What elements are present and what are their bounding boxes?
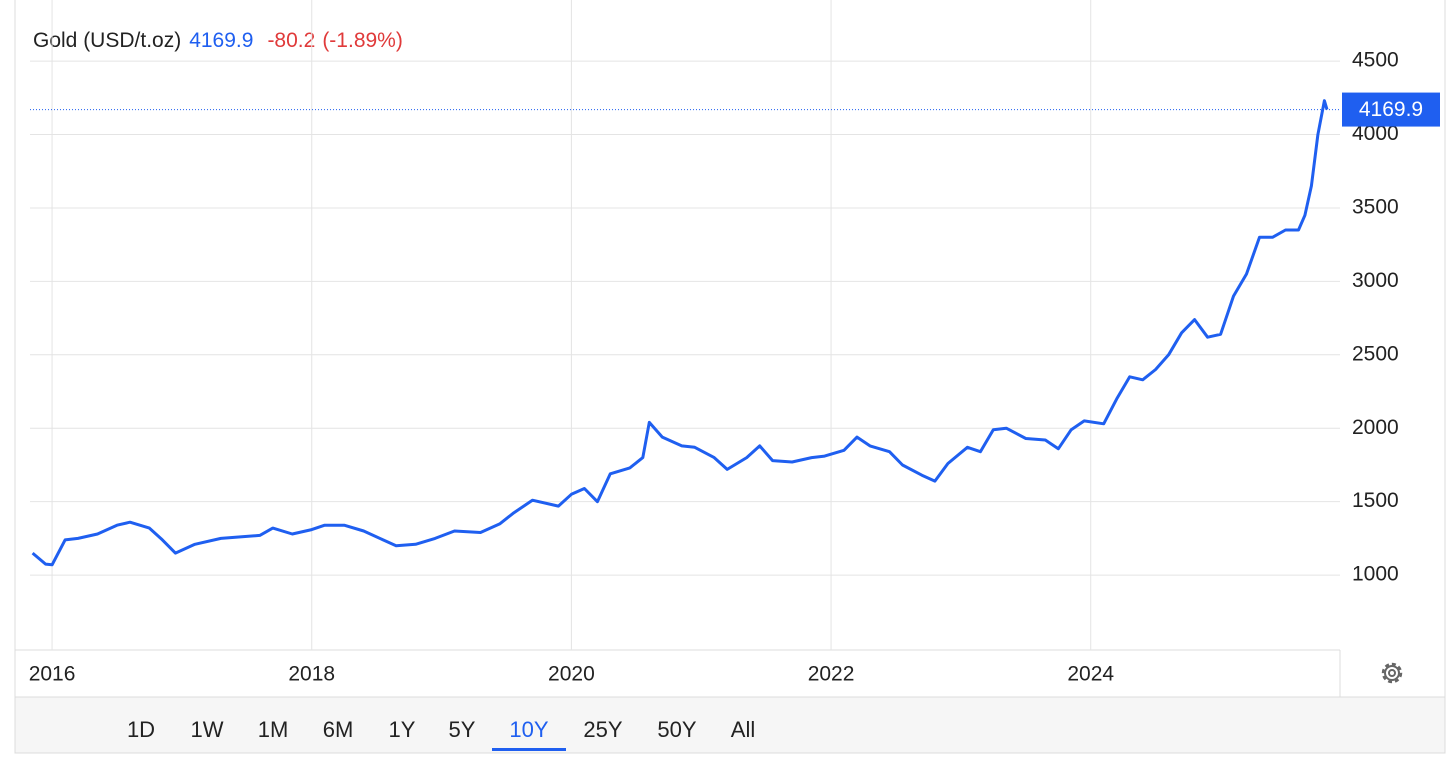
range-button[interactable]: 1M [258,717,289,742]
change-percent: (-1.89%) [322,29,403,52]
y-tick-label: 1000 [1352,563,1399,586]
y-tick-label: 3000 [1352,269,1399,292]
y-tick-label: 4000 [1352,122,1399,145]
price-line [31,99,1329,567]
range-button[interactable]: 1Y [389,717,416,742]
x-tick-label: 2022 [808,663,855,686]
x-tick-label: 2020 [548,663,595,686]
last-value-label: 4169.9 [1359,98,1423,121]
x-tick-label: 2024 [1067,663,1114,686]
chart-title: Gold (USD/t.oz) [33,29,181,52]
range-selected-underline [492,748,566,751]
range-button[interactable]: 25Y [583,717,622,742]
y-tick-label: 4500 [1352,49,1399,72]
change: -80.2 [267,29,315,52]
range-button[interactable]: 50Y [657,717,696,742]
settings-icon[interactable] [1381,662,1403,684]
last-value: 4169.9 [189,29,253,52]
y-tick-label: 1500 [1352,489,1399,512]
last-value-box [1342,92,1440,127]
range-button[interactable]: All [731,717,755,742]
range-bar [14,696,1446,754]
x-tick-label: 2016 [29,663,76,686]
range-button[interactable]: 5Y [449,717,476,742]
y-tick-label: 2000 [1352,416,1399,439]
y-tick-label: 3500 [1352,195,1399,218]
range-button[interactable]: 1W [191,717,224,742]
header: Gold (USD/t.oz) 4169.9 -80.2 (-1.89%) [33,29,403,52]
range-button[interactable]: 1D [127,717,155,742]
range-button[interactable]: 10Y [509,717,548,742]
range-button[interactable]: 6M [323,717,354,742]
y-tick-label: 2500 [1352,342,1399,365]
x-tick-label: 2018 [288,663,335,686]
